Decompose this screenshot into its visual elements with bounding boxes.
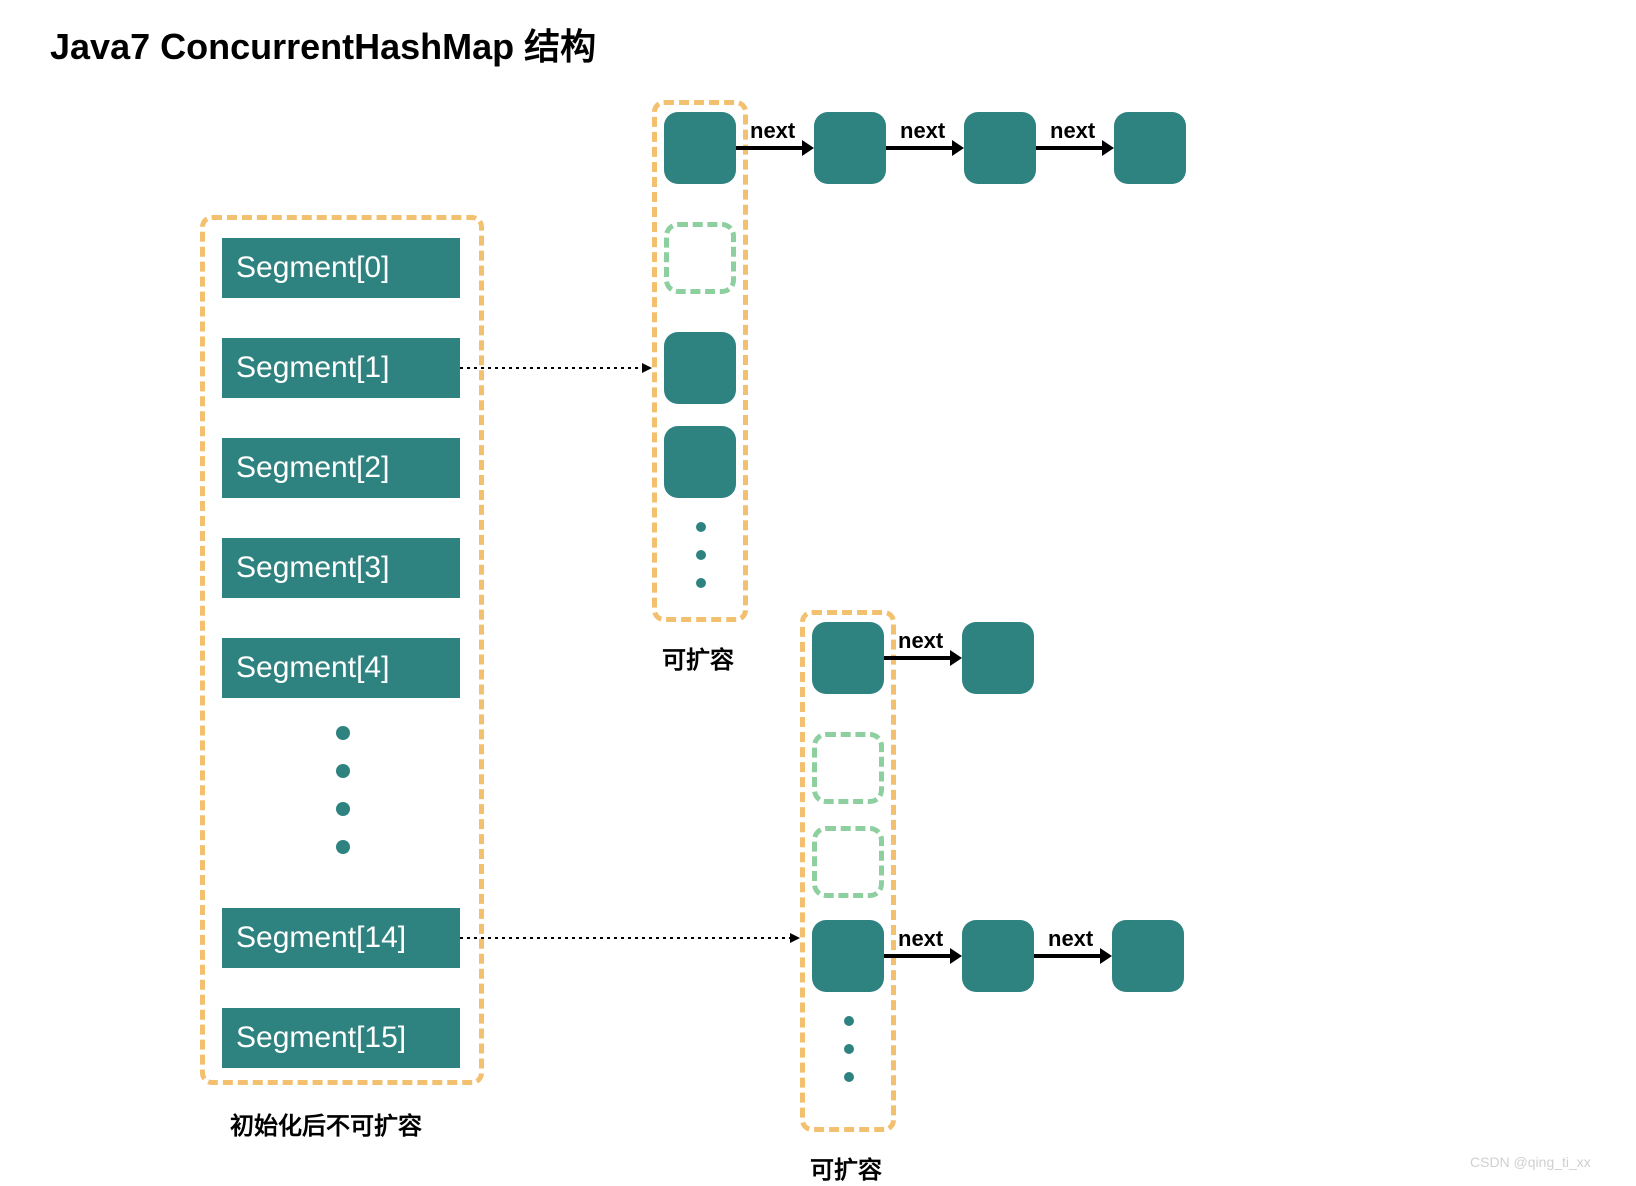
hash-entry-node <box>812 622 884 694</box>
empty-bucket-slot <box>812 732 884 804</box>
caption-segment-array: 初始化后不可扩容 <box>230 1106 422 1141</box>
hash-entry-node <box>814 112 886 184</box>
empty-bucket-slot <box>664 222 736 294</box>
diagram-title: Java7 ConcurrentHashMap 结构 <box>50 18 596 70</box>
ellipsis-vertical-icon <box>696 522 706 588</box>
bucket2-caption: 可扩容 <box>810 1150 882 1185</box>
hash-entry-node <box>962 622 1034 694</box>
arrow-pointer-icon <box>460 358 652 378</box>
segment-box: Segment[2] <box>222 438 460 498</box>
hash-entry-node <box>664 426 736 498</box>
hash-entry-node <box>962 920 1034 992</box>
segment-box: Segment[1] <box>222 338 460 398</box>
empty-bucket-slot <box>812 826 884 898</box>
hash-entry-node <box>664 332 736 404</box>
arrow-pointer-icon <box>460 928 800 948</box>
segment-box: Segment[0] <box>222 238 460 298</box>
arrow-label: next <box>898 926 943 952</box>
segment-box: Segment[4] <box>222 638 460 698</box>
arrow-label: next <box>900 118 945 144</box>
watermark: CSDN @qing_ti_xx <box>1470 1154 1591 1170</box>
hash-entry-node <box>664 112 736 184</box>
segment-box: Segment[3] <box>222 538 460 598</box>
segment-box: Segment[14] <box>222 908 460 968</box>
segment-box: Segment[15] <box>222 1008 460 1068</box>
arrow-label: next <box>1048 926 1093 952</box>
ellipsis-vertical-icon <box>336 726 350 854</box>
hash-entry-node <box>1114 112 1186 184</box>
bucket1-caption: 可扩容 <box>662 640 734 675</box>
hash-entry-node <box>1112 920 1184 992</box>
arrow-label: next <box>750 118 795 144</box>
hash-entry-node <box>812 920 884 992</box>
arrow-label: next <box>1050 118 1095 144</box>
hash-entry-node <box>964 112 1036 184</box>
arrow-label: next <box>898 628 943 654</box>
ellipsis-vertical-icon <box>844 1016 854 1082</box>
